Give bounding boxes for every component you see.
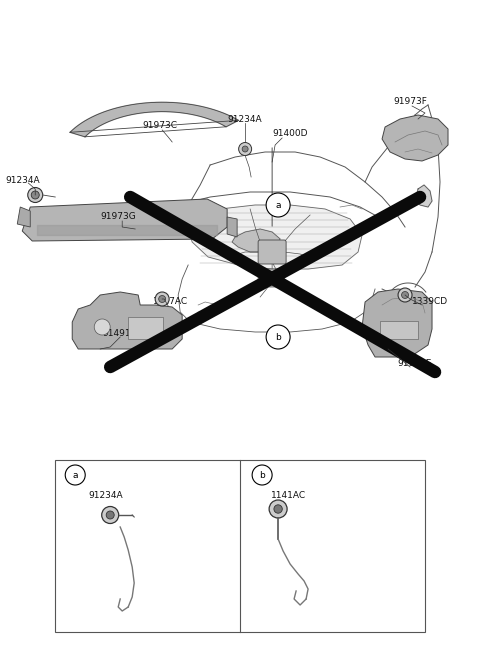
Circle shape <box>102 507 119 524</box>
Polygon shape <box>22 199 227 241</box>
FancyBboxPatch shape <box>258 269 284 287</box>
FancyBboxPatch shape <box>258 240 286 264</box>
Bar <box>55 460 425 632</box>
Circle shape <box>398 288 412 302</box>
Circle shape <box>242 146 248 152</box>
Text: 91234A: 91234A <box>228 114 263 124</box>
Polygon shape <box>17 207 30 227</box>
Circle shape <box>266 193 290 217</box>
Polygon shape <box>416 185 432 207</box>
Circle shape <box>269 500 287 518</box>
Text: 91234A: 91234A <box>88 491 122 499</box>
Circle shape <box>31 191 39 199</box>
Polygon shape <box>188 205 362 269</box>
Circle shape <box>274 505 282 513</box>
Circle shape <box>65 465 85 485</box>
Bar <box>380 321 418 339</box>
Circle shape <box>94 319 110 335</box>
Polygon shape <box>72 292 182 349</box>
Text: b: b <box>259 470 265 480</box>
Text: 1141AC: 1141AC <box>271 491 306 499</box>
Circle shape <box>159 296 166 302</box>
Bar <box>128 317 163 339</box>
Text: 91400D: 91400D <box>272 129 308 139</box>
Text: 1327AC: 1327AC <box>153 298 188 307</box>
Polygon shape <box>232 229 280 252</box>
Text: 1339CD: 1339CD <box>412 298 448 307</box>
Text: a: a <box>276 200 281 210</box>
Text: 91234A: 91234A <box>5 175 39 185</box>
Circle shape <box>28 187 43 202</box>
Circle shape <box>266 325 290 349</box>
Text: a: a <box>72 470 78 480</box>
Polygon shape <box>362 289 432 357</box>
Circle shape <box>402 292 408 298</box>
Polygon shape <box>227 217 237 237</box>
Text: 91973E: 91973E <box>398 359 432 367</box>
Circle shape <box>239 143 252 156</box>
Circle shape <box>106 511 114 519</box>
Circle shape <box>252 465 272 485</box>
Text: 91973C: 91973C <box>143 122 178 131</box>
Text: 91973F: 91973F <box>393 97 427 106</box>
Text: 91973G: 91973G <box>100 212 136 221</box>
Circle shape <box>155 292 169 306</box>
Polygon shape <box>382 115 448 161</box>
Text: b: b <box>275 332 281 342</box>
Text: 91491H: 91491H <box>103 328 138 338</box>
Polygon shape <box>70 102 239 137</box>
